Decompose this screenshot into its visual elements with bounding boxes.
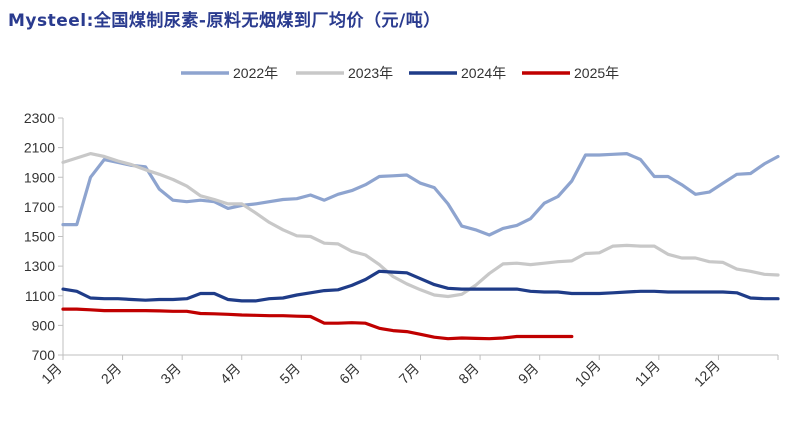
x-tick-label: 1月 bbox=[38, 360, 65, 387]
chart-title: Mysteel:全国煤制尿素-原料无烟煤到厂均价（元/吨） bbox=[8, 11, 441, 31]
series-line-0 bbox=[61, 152, 780, 237]
y-tick-label: 2300 bbox=[24, 110, 55, 126]
y-tick-label: 1300 bbox=[24, 258, 55, 274]
y-tick-label: 900 bbox=[32, 317, 56, 333]
legend-label-0: 2022年 bbox=[233, 65, 278, 81]
y-tick-label: 1900 bbox=[24, 169, 55, 185]
series-line-3 bbox=[61, 307, 574, 341]
x-tick-label: 10月 bbox=[572, 357, 604, 389]
x-tick-label: 2月 bbox=[98, 360, 125, 387]
x-tick-label: 12月 bbox=[691, 357, 723, 389]
y-tick-label: 700 bbox=[32, 347, 56, 363]
x-tick-label: 11月 bbox=[632, 358, 663, 389]
x-tick-label: 3月 bbox=[157, 360, 184, 387]
x-tick-label: 9月 bbox=[515, 360, 542, 387]
legend-label-3: 2025年 bbox=[574, 65, 619, 81]
legend-label-1: 2023年 bbox=[348, 65, 393, 81]
x-tick-label: 6月 bbox=[336, 360, 363, 387]
x-tick-label: 5月 bbox=[276, 360, 303, 387]
x-tick-label: 8月 bbox=[455, 360, 482, 387]
y-tick-label: 1500 bbox=[24, 229, 55, 245]
x-tick-label: 4月 bbox=[217, 360, 244, 387]
series-line-1 bbox=[61, 152, 780, 299]
x-tick-label: 7月 bbox=[396, 360, 423, 387]
y-tick-label: 1100 bbox=[25, 288, 55, 304]
legend-label-2: 2024年 bbox=[461, 65, 506, 81]
y-tick-label: 2100 bbox=[24, 140, 55, 156]
series-line-2 bbox=[61, 269, 780, 303]
y-tick-label: 1700 bbox=[24, 199, 55, 215]
